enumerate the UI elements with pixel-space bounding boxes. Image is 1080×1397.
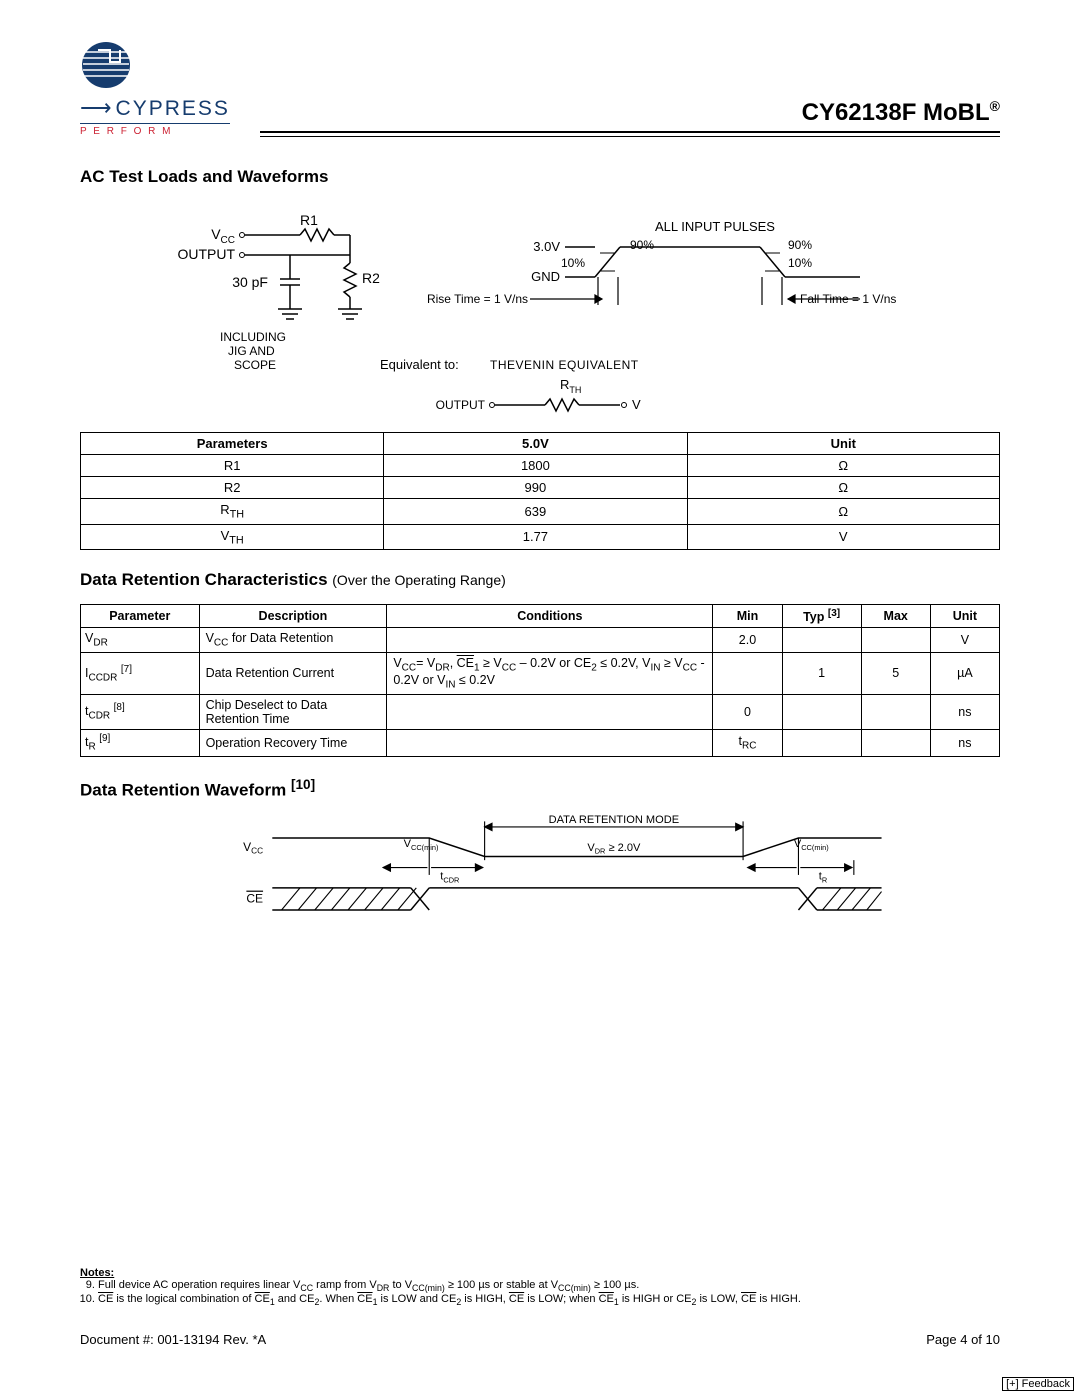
svg-text:SCOPE: SCOPE (234, 358, 276, 372)
note-9: Full device AC operation requires linear… (98, 1279, 1000, 1293)
svg-text:VCC(min): VCC(min) (794, 838, 829, 852)
page-footer: Document #: 001-13194 Rev. *A Page 4 of … (80, 1332, 1000, 1347)
section-ac-test: AC Test Loads and Waveforms (80, 167, 1000, 187)
notes: Notes: Full device AC operation requires… (80, 1267, 1000, 1307)
svg-text:10%: 10% (561, 256, 585, 270)
svg-text:10%: 10% (788, 256, 812, 270)
parameters-table: Parameters 5.0V Unit R11800ΩR2990ΩRTH639… (80, 432, 1000, 550)
section-waveform: Data Retention Waveform [10] (80, 777, 1000, 801)
svg-text:INCLUDING: INCLUDING (220, 330, 286, 344)
svg-text:DATA RETENTION MODE: DATA RETENTION MODE (549, 814, 680, 826)
svg-text:GND: GND (531, 269, 560, 284)
page-header: ⟶ CYPRESS P E R F O R M CY62138F MoBL® (80, 40, 1000, 137)
table-row: R2990Ω (81, 477, 1000, 499)
th-unit: Unit (687, 433, 999, 455)
svg-text:Rise Time = 1 V/ns: Rise Time = 1 V/ns (427, 292, 528, 306)
svg-text:THEVENIN EQUIVALENT: THEVENIN EQUIVALENT (490, 358, 639, 372)
product-title: CY62138F MoBL® (802, 99, 1000, 126)
th-description: Description (199, 605, 387, 628)
ac-test-figure: VCC R1 OUTPUT 30 pF R2 INCLUDING JIG AND… (140, 201, 940, 424)
note-10: CE is the logical combination of CE1 and… (98, 1293, 1000, 1307)
title-wrap: CY62138F MoBL® (260, 98, 1000, 137)
svg-text:30 pF: 30 pF (232, 274, 268, 290)
th-unit2: Unit (930, 605, 999, 628)
svg-text:tR: tR (819, 871, 827, 885)
th-conditions: Conditions (387, 605, 713, 628)
feedback-button[interactable]: [+] Feedback (1002, 1377, 1074, 1391)
table-row: tCDR [8]Chip Deselect to Data Retention … (81, 694, 1000, 729)
brand-tagline: P E R F O R M (80, 126, 260, 137)
page-number: Page 4 of 10 (926, 1332, 1000, 1347)
svg-text:90%: 90% (788, 238, 812, 252)
svg-text:RTH: RTH (560, 377, 581, 395)
svg-text:OUTPUT: OUTPUT (177, 246, 235, 262)
table-row: ICCDR [7]Data Retention CurrentVCC= VDR,… (81, 652, 1000, 694)
table2-header-row: Parameter Description Conditions Min Typ… (81, 605, 1000, 628)
svg-text:JIG AND: JIG AND (228, 344, 275, 358)
section-data-retention: Data Retention Characteristics (Over the… (80, 570, 1000, 590)
logo: ⟶ CYPRESS P E R F O R M (80, 40, 260, 137)
th-5v: 5.0V (384, 433, 687, 455)
svg-text:OUTPUT: OUTPUT (436, 398, 486, 412)
svg-text:Fall Time = 1 V/ns: Fall Time = 1 V/ns (800, 292, 896, 306)
th-max: Max (861, 605, 930, 628)
svg-text:CE: CE (246, 892, 263, 906)
svg-text:R1: R1 (300, 212, 318, 228)
th-typ: Typ [3] (782, 605, 861, 628)
table-row: VDRVCC for Data Retention2.0V (81, 628, 1000, 653)
table-row: VTH1.77V (81, 524, 1000, 550)
svg-text:tCDR: tCDR (440, 871, 459, 885)
svg-text:V: V (632, 397, 641, 412)
svg-text:ALL INPUT PULSES: ALL INPUT PULSES (655, 219, 775, 234)
brand-name: CYPRESS (116, 97, 230, 121)
table-row: R11800Ω (81, 455, 1000, 477)
cypress-logo-icon (80, 40, 140, 90)
th-min: Min (713, 605, 782, 628)
th-parameter: Parameter (81, 605, 200, 628)
data-retention-table: Parameter Description Conditions Min Typ… (80, 604, 1000, 756)
svg-text:VCC: VCC (243, 840, 263, 856)
svg-text:90%: 90% (630, 238, 654, 252)
th-parameters: Parameters (81, 433, 384, 455)
table-row: RTH639Ω (81, 499, 1000, 525)
table-row: tR [9]Operation Recovery TimetRCns (81, 729, 1000, 756)
data-retention-waveform: DATA RETENTION MODE VCC VCC(min) VCC(min… (150, 814, 930, 939)
doc-number: Document #: 001-13194 Rev. *A (80, 1332, 266, 1347)
svg-text:VDR ≥ 2.0V: VDR ≥ 2.0V (587, 842, 641, 856)
svg-text:VCC: VCC (211, 226, 235, 246)
svg-text:R2: R2 (362, 270, 380, 286)
svg-text:Equivalent to:: Equivalent to: (380, 357, 459, 372)
svg-text:VCC(min): VCC(min) (404, 838, 439, 852)
table1-header-row: Parameters 5.0V Unit (81, 433, 1000, 455)
svg-text:3.0V: 3.0V (533, 239, 560, 254)
